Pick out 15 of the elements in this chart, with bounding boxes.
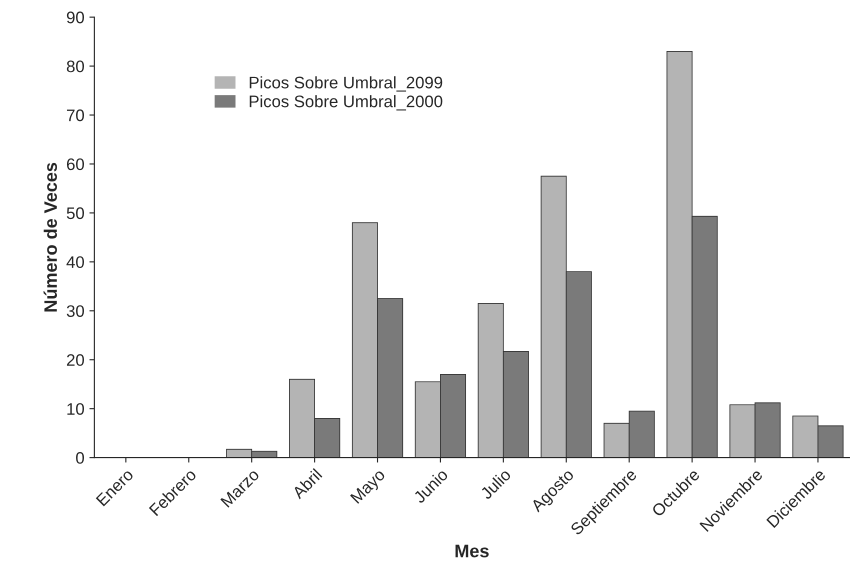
y-tick-label: 50	[66, 207, 84, 220]
y-tick-label: 70	[66, 109, 84, 122]
y-tick-label: 0	[76, 452, 84, 464]
y-tick-label: 80	[66, 60, 84, 72]
y-tick-label: 90	[66, 12, 84, 24]
y-tick-label: 10	[67, 403, 84, 415]
y-axis-title: Número de Veces	[44, 162, 57, 312]
legend-label: Picos Sobre Umbral_2099	[250, 76, 442, 92]
y-tick-label: 20	[66, 354, 84, 366]
x-axis-title: Mes	[456, 544, 489, 558]
y-tick-label: 60	[66, 158, 84, 170]
x-tick-label: Julio	[479, 468, 512, 500]
y-tick-label: 30	[66, 305, 84, 317]
y-tick-label: 40	[66, 256, 84, 268]
legend-label: Picos Sobre Umbral_2000	[250, 95, 442, 110]
